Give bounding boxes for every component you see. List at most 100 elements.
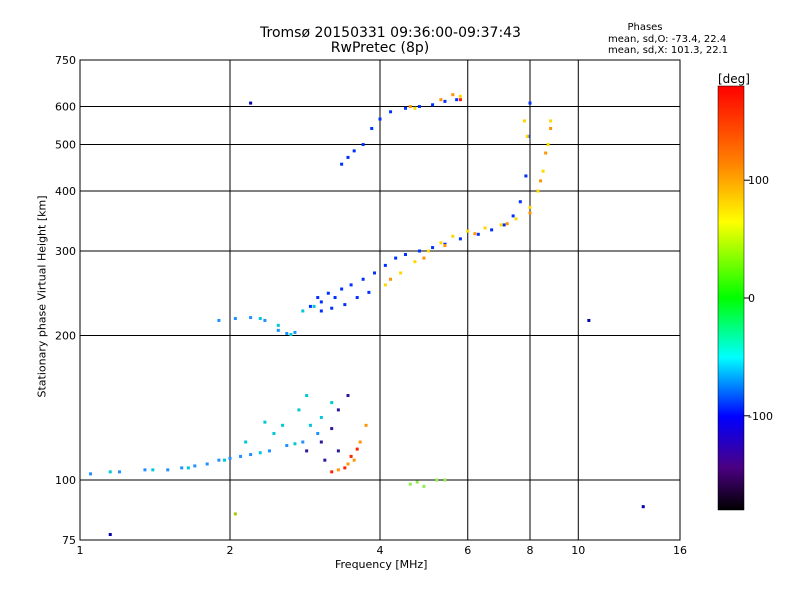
data-point [378,117,382,121]
data-point [514,217,518,221]
data-point [373,271,377,275]
data-point [293,330,297,334]
data-point [549,126,553,130]
data-point [439,98,443,102]
data-point [394,256,398,260]
data-point [336,468,340,472]
data-point [340,287,344,291]
y-tick-label: 300 [55,245,76,258]
data-point [458,94,462,98]
data-point [186,466,190,470]
data-point [239,454,243,458]
data-point [258,317,262,321]
data-point [193,464,197,468]
data-point [443,99,447,103]
data-point [502,223,506,227]
data-point [443,478,447,482]
data-point [217,458,221,462]
data-point [330,470,334,474]
data-point [476,232,480,236]
data-point [511,214,515,218]
data-point [330,306,334,310]
data-point [346,394,350,398]
data-point [289,332,293,336]
data-point [587,318,591,322]
data-point [263,420,267,424]
y-axis-ticks: 75 100 200 300 400 500 600 750 [55,54,76,547]
data-point [383,263,387,267]
y-tick-label: 400 [55,185,76,198]
data-point [349,283,353,287]
data-point [117,470,121,474]
data-point [217,318,221,322]
data-point [108,470,112,474]
data-point [539,179,543,183]
data-point [319,309,323,313]
data-point [346,462,350,466]
data-point [301,309,305,313]
x-tick-label: 2 [227,544,234,557]
data-point [473,232,477,236]
data-point [326,291,330,295]
data-point [426,249,430,253]
data-point [249,453,253,457]
y-tick-label: 200 [55,330,76,343]
colorbar-tick-label: 100 [748,174,769,187]
data-point [319,440,323,444]
chart-title: Tromsø 20150331 09:36:00-09:37:43 [260,25,521,41]
data-point [546,143,550,147]
phases-x-mode-stats: mean, sd,X: 101.3, 22.1 [608,45,729,56]
data-point [352,149,356,153]
data-point [305,394,309,398]
data-point [549,119,553,123]
data-point [233,512,237,516]
data-point [364,423,368,427]
data-point [399,271,403,275]
data-point [272,432,276,436]
data-point [263,318,267,322]
data-point [330,401,334,405]
data-point [451,234,455,238]
data-point [281,423,285,427]
colorbar-label: [deg] [718,72,750,86]
colorbar-tick-label: 0 [748,292,755,305]
data-point [205,462,209,466]
data-point [403,106,407,110]
grid-lines [80,60,680,540]
data-point [336,449,340,453]
data-point [361,277,365,281]
data-point [528,205,532,209]
y-tick-label: 100 [55,474,76,487]
data-point [180,466,184,470]
data-point [358,440,362,444]
data-point [316,296,320,300]
data-point [267,449,271,453]
y-tick-label: 750 [55,54,76,67]
data-point [166,468,170,472]
data-point [518,200,522,204]
data-point [422,484,426,488]
data-points [89,93,645,537]
data-point [499,223,503,227]
data-point [316,432,320,436]
x-tick-label: 1 [77,544,84,557]
phases-title: Phases [627,22,663,33]
data-point [143,468,147,472]
data-point [285,331,289,335]
data-point [312,304,316,308]
data-point [408,105,412,109]
data-point [415,480,419,484]
data-point [349,454,353,458]
data-point [413,260,417,264]
phases-o-mode-stats: mean, sd,O: -73.4, 22.4 [608,34,727,45]
data-point [308,423,312,427]
data-point [367,290,371,294]
y-tick-label: 600 [55,101,76,114]
x-tick-label: 10 [571,544,585,557]
data-point [431,103,435,107]
data-point [408,482,412,486]
data-point [323,458,327,462]
data-point [483,226,487,230]
data-point [89,472,93,476]
